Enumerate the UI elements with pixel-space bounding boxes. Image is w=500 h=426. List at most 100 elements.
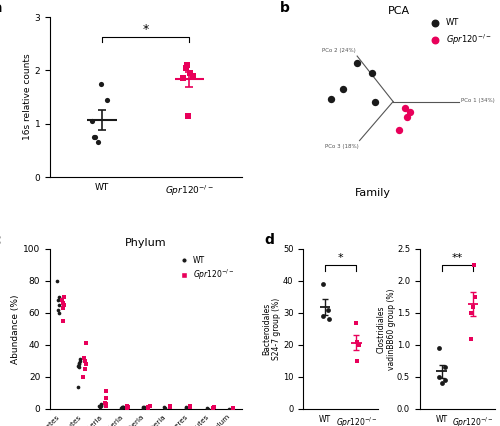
Point [353, 59, 361, 66]
Text: PCo 1 (34%): PCo 1 (34%) [462, 98, 495, 103]
Point [339, 85, 347, 92]
Point [179, 75, 187, 82]
Point [52, 278, 60, 285]
Legend: WT, $Gpr120^{-/-}$: WT, $Gpr120^{-/-}$ [423, 15, 494, 50]
Point [58, 317, 66, 324]
Point [102, 394, 110, 401]
Point [190, 72, 198, 79]
Text: PCo 2 (24%): PCo 2 (24%) [322, 49, 356, 53]
Point [368, 69, 376, 76]
Title: PCA: PCA [388, 6, 410, 16]
Point [124, 404, 132, 411]
Point [54, 306, 62, 313]
Point [182, 64, 190, 71]
Point [98, 401, 106, 408]
Text: a: a [0, 1, 2, 15]
Point [60, 300, 68, 307]
Point [166, 404, 174, 411]
Point [58, 297, 66, 304]
Point [352, 357, 360, 364]
Text: d: d [264, 233, 274, 247]
Point [76, 356, 84, 363]
Y-axis label: 16s relative counts: 16s relative counts [23, 54, 32, 140]
Point [228, 405, 236, 412]
Text: *: * [338, 253, 344, 263]
Point [139, 405, 147, 412]
Point [404, 114, 411, 121]
Text: PCo 3 (18%): PCo 3 (18%) [324, 144, 358, 150]
Point [318, 313, 326, 320]
Point [182, 404, 190, 411]
Point [94, 139, 102, 146]
Point [469, 303, 477, 310]
Point [144, 405, 152, 412]
Point [395, 127, 403, 134]
Point [186, 404, 194, 411]
Point [436, 345, 444, 351]
Point [186, 69, 194, 76]
Point [468, 310, 475, 317]
Point [54, 310, 62, 317]
Point [146, 402, 154, 409]
Point [470, 262, 478, 268]
Title: Phylum: Phylum [125, 238, 166, 248]
Point [96, 402, 104, 409]
Point [54, 297, 62, 304]
Point [97, 402, 105, 409]
Point [324, 306, 332, 313]
Legend: WT, $Gpr120^{-/-}$: WT, $Gpr120^{-/-}$ [174, 253, 238, 285]
Point [102, 401, 110, 408]
Point [324, 316, 332, 323]
Point [210, 404, 218, 411]
Point [118, 403, 126, 410]
Point [160, 404, 168, 411]
Point [80, 354, 88, 361]
Point [166, 402, 174, 409]
Point [161, 405, 169, 412]
Point [101, 399, 109, 406]
Point [91, 134, 99, 141]
Point [471, 294, 479, 300]
Point [82, 340, 90, 347]
Point [90, 134, 98, 141]
Point [186, 402, 194, 409]
Point [76, 357, 84, 364]
Point [123, 404, 131, 411]
Point [74, 363, 82, 369]
Point [144, 404, 152, 411]
Point [60, 302, 68, 308]
Point [74, 359, 82, 366]
Point [81, 366, 89, 372]
Point [118, 404, 126, 411]
Point [184, 62, 192, 69]
Y-axis label: Bacteroidales
S24-7 group (%): Bacteroidales S24-7 group (%) [262, 298, 281, 360]
Point [123, 402, 131, 409]
Point [103, 96, 111, 103]
Point [406, 109, 414, 115]
Y-axis label: Abundance (%): Abundance (%) [11, 294, 20, 364]
Point [80, 374, 88, 380]
Point [56, 294, 64, 300]
Point [81, 357, 89, 364]
Point [96, 80, 104, 87]
Point [441, 377, 449, 383]
Point [102, 402, 110, 409]
Point [118, 405, 126, 412]
Point [209, 405, 217, 412]
Point [184, 112, 192, 119]
Point [438, 380, 446, 387]
Point [96, 402, 104, 409]
Point [60, 305, 68, 311]
Text: *: * [143, 23, 149, 36]
Point [352, 319, 360, 326]
Text: b: b [280, 1, 290, 15]
Point [466, 335, 474, 342]
Point [354, 338, 362, 345]
Point [60, 294, 68, 300]
Point [88, 118, 96, 124]
Point [203, 405, 211, 412]
Y-axis label: Clostridiales
vadinBB60 group (%): Clostridiales vadinBB60 group (%) [376, 288, 396, 370]
Point [327, 95, 335, 102]
Point [74, 383, 82, 390]
Point [119, 403, 127, 410]
